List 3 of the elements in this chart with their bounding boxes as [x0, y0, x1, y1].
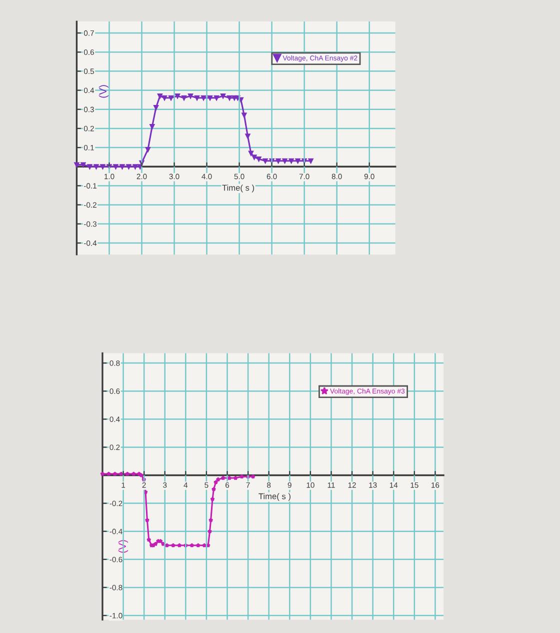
x-axis-title: Time( s ): [222, 184, 254, 192]
x-axis-title: Time( s ): [258, 493, 290, 501]
y-axis-title: (V): [98, 85, 109, 98]
